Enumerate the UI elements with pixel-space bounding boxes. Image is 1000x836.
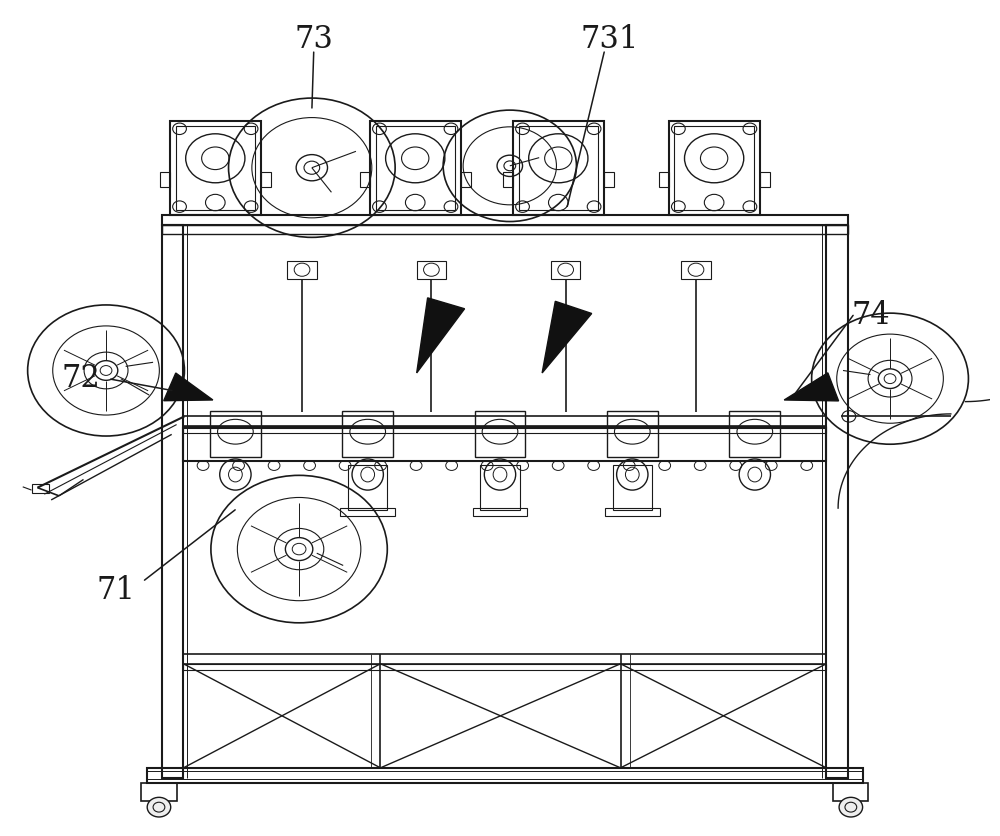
Bar	[475, 411, 525, 456]
Text: 72: 72	[61, 363, 100, 395]
Polygon shape	[542, 301, 592, 373]
Bar	[674, 125, 754, 210]
Bar	[183, 426, 826, 433]
Bar	[826, 226, 848, 778]
Bar	[605, 508, 660, 517]
Polygon shape	[784, 373, 839, 401]
Bar	[147, 767, 863, 782]
Bar	[473, 508, 527, 517]
Bar	[376, 125, 455, 210]
Bar	[183, 654, 826, 664]
Bar	[551, 261, 580, 278]
Bar	[261, 172, 271, 186]
Bar	[604, 172, 614, 186]
Bar	[669, 120, 760, 215]
Bar	[607, 411, 658, 456]
Bar	[480, 465, 520, 510]
Bar	[183, 664, 826, 670]
Bar	[833, 782, 868, 801]
Text: 73: 73	[294, 24, 333, 55]
Bar	[729, 411, 780, 456]
Polygon shape	[164, 373, 213, 400]
Bar	[417, 261, 446, 278]
Bar	[360, 172, 370, 186]
Circle shape	[839, 798, 863, 817]
Polygon shape	[417, 298, 465, 373]
Bar	[162, 226, 183, 778]
Bar	[613, 465, 652, 510]
Bar	[162, 226, 848, 234]
Bar	[210, 411, 261, 456]
Bar	[183, 428, 826, 461]
Bar	[659, 172, 669, 186]
Bar	[287, 261, 317, 278]
Bar	[32, 483, 49, 493]
Text: 74: 74	[851, 300, 890, 331]
Bar	[147, 771, 863, 779]
Bar	[176, 125, 255, 210]
Bar	[681, 261, 711, 278]
Bar	[370, 120, 461, 215]
Bar	[503, 172, 513, 186]
Bar	[160, 172, 170, 186]
Bar	[461, 172, 471, 186]
Bar	[183, 416, 826, 426]
Circle shape	[147, 798, 171, 817]
Bar	[760, 172, 770, 186]
Text: 731: 731	[581, 24, 639, 55]
Bar	[519, 125, 598, 210]
Bar	[170, 120, 261, 215]
Bar	[340, 508, 395, 517]
Bar	[162, 215, 848, 226]
Bar	[342, 411, 393, 456]
Bar	[513, 120, 604, 215]
Bar	[348, 465, 387, 510]
Bar	[141, 782, 177, 801]
Text: 71: 71	[96, 574, 135, 605]
